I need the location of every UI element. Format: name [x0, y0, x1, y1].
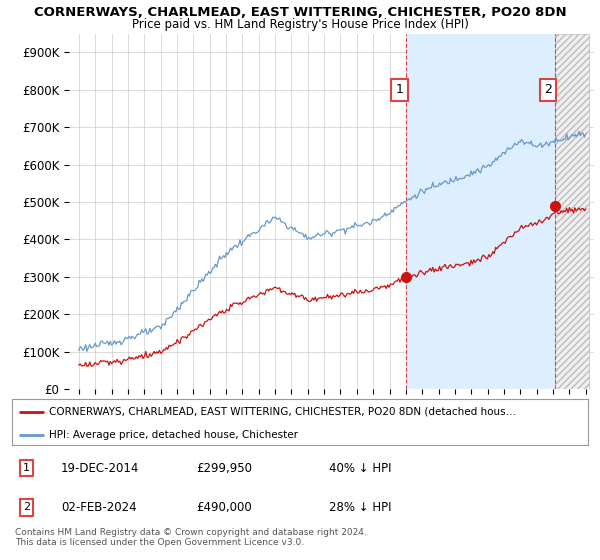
Text: CORNERWAYS, CHARLMEAD, EAST WITTERING, CHICHESTER, PO20 8DN (detached hous…: CORNERWAYS, CHARLMEAD, EAST WITTERING, C…	[49, 407, 517, 417]
Text: CORNERWAYS, CHARLMEAD, EAST WITTERING, CHICHESTER, PO20 8DN: CORNERWAYS, CHARLMEAD, EAST WITTERING, C…	[34, 6, 566, 18]
Text: 2: 2	[544, 83, 552, 96]
Text: 2: 2	[23, 502, 30, 512]
Text: 1: 1	[395, 83, 403, 96]
Text: £299,950: £299,950	[196, 461, 253, 475]
Text: 02-FEB-2024: 02-FEB-2024	[61, 501, 137, 514]
Text: £490,000: £490,000	[196, 501, 252, 514]
Bar	[406, 34, 554, 389]
Text: Contains HM Land Registry data © Crown copyright and database right 2024.
This d: Contains HM Land Registry data © Crown c…	[15, 528, 367, 547]
Text: 1: 1	[23, 463, 30, 473]
Text: HPI: Average price, detached house, Chichester: HPI: Average price, detached house, Chic…	[49, 430, 298, 440]
Text: 19-DEC-2014: 19-DEC-2014	[61, 461, 139, 475]
Text: 40% ↓ HPI: 40% ↓ HPI	[329, 461, 391, 475]
Text: Price paid vs. HM Land Registry's House Price Index (HPI): Price paid vs. HM Land Registry's House …	[131, 18, 469, 31]
Text: 28% ↓ HPI: 28% ↓ HPI	[329, 501, 391, 514]
Bar	[554, 34, 589, 389]
